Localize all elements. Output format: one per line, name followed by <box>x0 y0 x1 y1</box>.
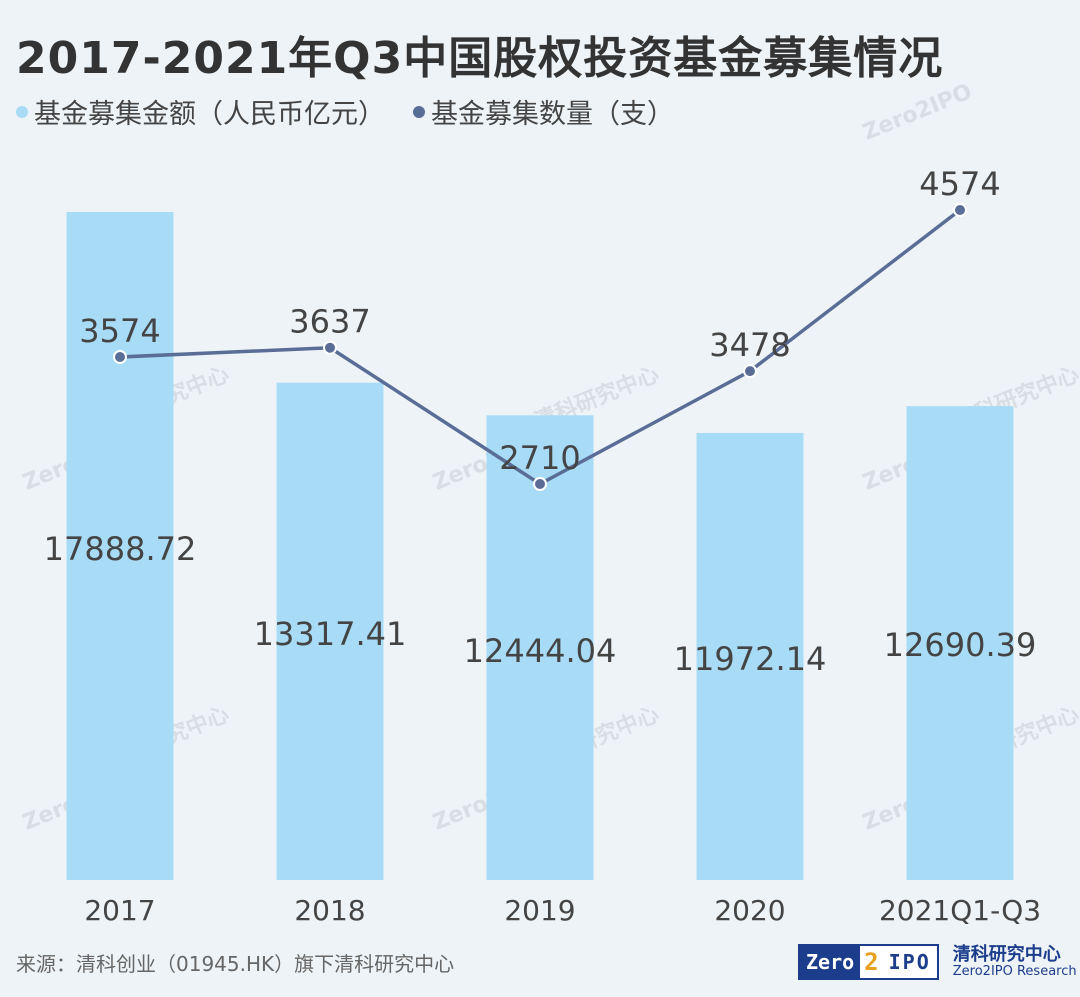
legend-item-amount: 基金募集金额（人民币亿元） <box>16 92 385 131</box>
line-value-label: 3478 <box>709 326 790 364</box>
bar <box>696 432 804 880</box>
x-tick-label: 2018 <box>294 894 365 927</box>
bar <box>906 406 1014 880</box>
bar <box>486 415 594 880</box>
logo-en: Zero2IPO Research <box>952 963 1077 979</box>
logo-two: 2 <box>864 948 879 976</box>
legend-label-amount: 基金募集金额（人民币亿元） <box>34 99 385 130</box>
x-tick-label: 2017 <box>84 894 155 927</box>
bar <box>66 212 174 880</box>
bar-value-label: 12444.04 <box>464 632 617 670</box>
line-value-label: 2710 <box>499 439 580 477</box>
line-value-label: 3637 <box>289 303 370 341</box>
chart-svg: 2017 2018 2019 2020 2021Q1-Q3 17888.72 13317.4… <box>44 165 1041 927</box>
logo: Zero 2 IPO 清科研究中心 Zero2IPO Research <box>798 944 1077 980</box>
count-point <box>113 349 127 364</box>
count-point <box>323 340 337 355</box>
bar <box>276 382 384 880</box>
x-tick-label: 2021Q1-Q3 <box>879 894 1041 927</box>
logo-mark: Zero 2 IPO <box>798 944 939 980</box>
legend-dot-count-icon <box>413 105 425 118</box>
logo-cn: 清科研究中心 <box>952 943 1061 965</box>
bar-value-label: 12690.39 <box>884 626 1037 664</box>
x-tick-label: 2019 <box>504 894 575 927</box>
line-value-label: 3574 <box>79 312 160 350</box>
count-point <box>953 203 967 217</box>
source-note: 来源：清科创业（01945.HK）旗下清科研究中心 <box>16 952 455 976</box>
logo-ipo: IPO <box>888 950 931 974</box>
line-value-label: 4574 <box>919 165 1000 203</box>
count-point <box>743 364 757 379</box>
bar-value-label: 13317.41 <box>254 615 407 653</box>
legend-dot-amount-icon <box>16 105 28 118</box>
bar-value-label: 17888.72 <box>44 530 197 568</box>
logo-zero: Zero <box>800 946 861 978</box>
legend-label-count: 基金募集数量（支） <box>431 99 674 130</box>
count-point <box>533 477 547 491</box>
logo-text: 清科研究中心 Zero2IPO Research <box>953 945 1077 979</box>
bar-value-label: 11972.14 <box>674 640 827 678</box>
x-tick-label: 2020 <box>714 894 785 927</box>
legend: 基金募集金额（人民币亿元） 基金募集数量（支） <box>16 92 674 131</box>
legend-item-count: 基金募集数量（支） <box>413 92 674 131</box>
chart-title: 2017-2021年Q3中国股权投资基金募集情况 <box>16 33 944 84</box>
